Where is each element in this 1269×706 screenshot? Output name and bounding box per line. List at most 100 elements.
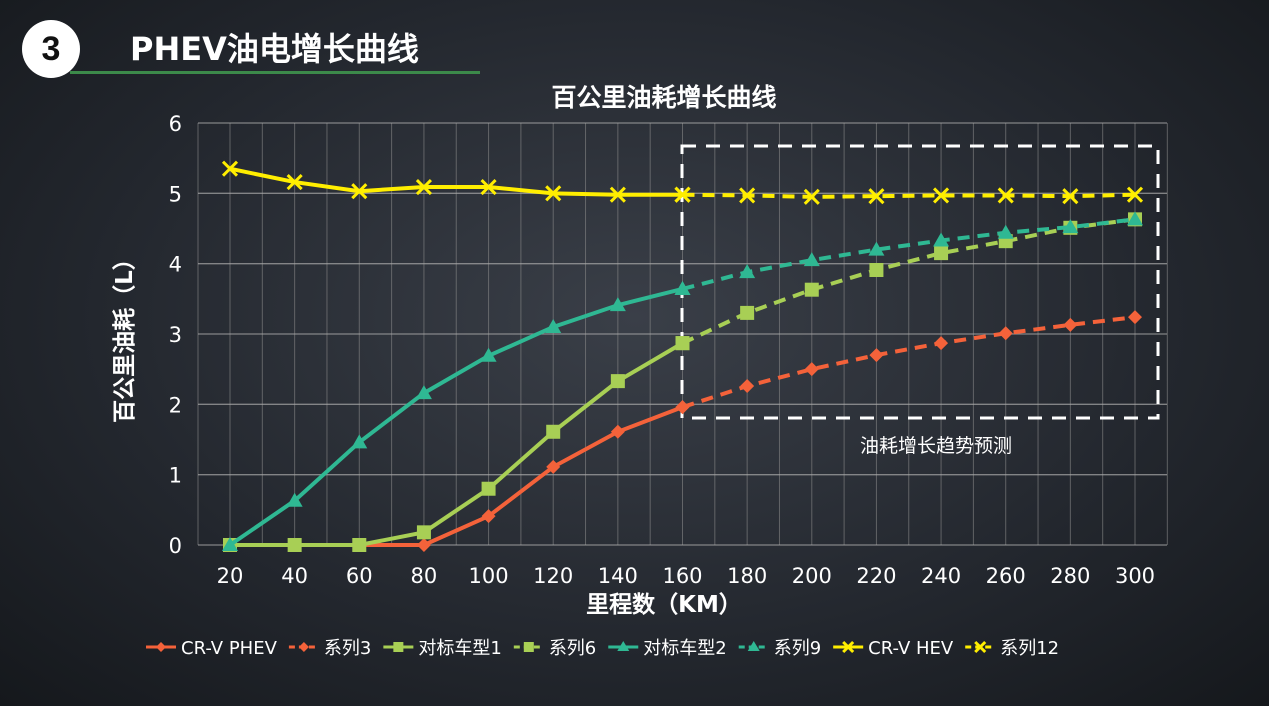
- y-tick-label: 0: [169, 534, 182, 558]
- x-axis-label: 里程数（KM）: [586, 591, 742, 618]
- legend-item: 对标车型2: [608, 638, 727, 659]
- x-marker: [1062, 188, 1079, 205]
- triangle-marker: [415, 385, 432, 400]
- x-marker: [609, 186, 626, 203]
- triangle-marker: [868, 241, 885, 256]
- legend-item: 对标车型1: [383, 638, 502, 659]
- legend-label: 系列6: [549, 638, 596, 659]
- x-marker: [803, 188, 820, 205]
- triangle-marker: [1127, 211, 1143, 226]
- legend-label: 系列3: [324, 638, 371, 659]
- forecast-box: [680, 144, 1160, 420]
- series-line: [681, 217, 1136, 291]
- series-line: [230, 341, 684, 547]
- x-tick-label: 260: [986, 564, 1026, 588]
- x-marker: [674, 186, 691, 203]
- diamond-marker: [869, 348, 884, 363]
- legend-item: 系列3: [288, 638, 371, 659]
- diamond-marker: [675, 400, 690, 415]
- x-marker: [351, 183, 368, 200]
- square-marker: [546, 424, 561, 439]
- x-tick-label: 300: [1115, 564, 1155, 588]
- series-line: [681, 315, 1136, 410]
- x-tick-label: 200: [792, 564, 832, 588]
- series-系列9: [674, 211, 1143, 295]
- series-对标车型2: [222, 280, 691, 551]
- square-marker: [675, 336, 690, 351]
- square-marker: [416, 525, 431, 540]
- legend-label: CR-V PHEV: [181, 638, 278, 659]
- x-marker: [974, 640, 987, 654]
- x-marker: [415, 178, 432, 196]
- x-tick-label: 20: [217, 564, 244, 588]
- legend-label: 对标车型2: [643, 638, 726, 659]
- x-tick-label: 40: [281, 564, 308, 588]
- x-tick-label: 180: [727, 564, 767, 588]
- square-marker: [804, 282, 819, 297]
- series-系列3: [675, 310, 1142, 415]
- diamond-marker: [804, 362, 819, 377]
- triangle-marker: [997, 224, 1014, 239]
- forecast-annotation: 油耗增长趋势预测: [860, 435, 1012, 457]
- legend-label: 对标车型1: [418, 638, 501, 659]
- diamond-marker: [546, 459, 561, 474]
- triangle-marker: [674, 280, 691, 295]
- series-系列12: [674, 186, 1144, 205]
- diamond-marker: [934, 336, 949, 351]
- x-marker: [545, 185, 562, 202]
- diamond-marker: [156, 642, 166, 652]
- series-line: [229, 166, 683, 197]
- triangle-marker: [351, 434, 368, 449]
- x-tick-label: 60: [346, 564, 373, 588]
- x-marker: [739, 187, 756, 204]
- square-marker: [610, 374, 625, 389]
- legend-item: CR-V PHEV: [146, 638, 278, 659]
- triangle-marker: [617, 641, 630, 651]
- series-line: [681, 217, 1136, 345]
- triangle-marker: [545, 318, 562, 333]
- y-axis-label: 百公里油耗（L）: [111, 247, 138, 423]
- triangle-marker: [480, 347, 497, 362]
- x-marker: [221, 160, 239, 177]
- legend-item: 系列12: [965, 638, 1059, 659]
- legend-item: CR-V HEV: [833, 638, 954, 659]
- chart-title: 百公里油耗增长曲线: [551, 83, 776, 112]
- title-underline: [70, 71, 480, 74]
- x-marker: [286, 174, 303, 191]
- x-tick-label: 280: [1050, 564, 1090, 588]
- diamond-marker: [610, 424, 625, 439]
- series-group: [221, 160, 1144, 552]
- triangle-marker: [222, 537, 238, 551]
- square-marker: [934, 246, 949, 261]
- y-tick-label: 6: [169, 112, 182, 136]
- diamond-marker: [1063, 317, 1078, 332]
- y-tick-label: 4: [169, 253, 182, 277]
- x-marker: [997, 187, 1014, 204]
- legend-label: CR-V HEV: [868, 638, 954, 659]
- square-marker: [481, 481, 496, 496]
- x-marker: [480, 178, 497, 196]
- triangle-marker: [739, 264, 756, 279]
- square-marker: [393, 642, 404, 652]
- legend-item: 系列9: [738, 638, 821, 659]
- y-tick-label: 3: [169, 323, 182, 347]
- x-tick-label: 80: [411, 564, 438, 588]
- x-tick-label: 220: [856, 564, 896, 588]
- triangle-marker: [1062, 219, 1079, 234]
- x-tick-label: 100: [469, 564, 509, 588]
- legend-label: 系列9: [774, 638, 821, 659]
- x-marker: [868, 188, 885, 205]
- legend-label: 系列12: [1000, 638, 1059, 659]
- triangle-marker: [609, 297, 626, 312]
- section-number-badge: 3: [22, 20, 80, 78]
- diamond-marker: [740, 379, 755, 394]
- square-marker: [352, 538, 367, 552]
- series-line: [682, 192, 1136, 199]
- diamond-marker: [998, 326, 1013, 341]
- series-CR-V HEV: [221, 160, 691, 203]
- y-tick-label: 2: [169, 393, 182, 417]
- diamond-marker: [416, 538, 431, 552]
- x-marker: [1126, 186, 1144, 203]
- x-marker: [933, 187, 950, 204]
- x-tick-label: 120: [533, 564, 573, 588]
